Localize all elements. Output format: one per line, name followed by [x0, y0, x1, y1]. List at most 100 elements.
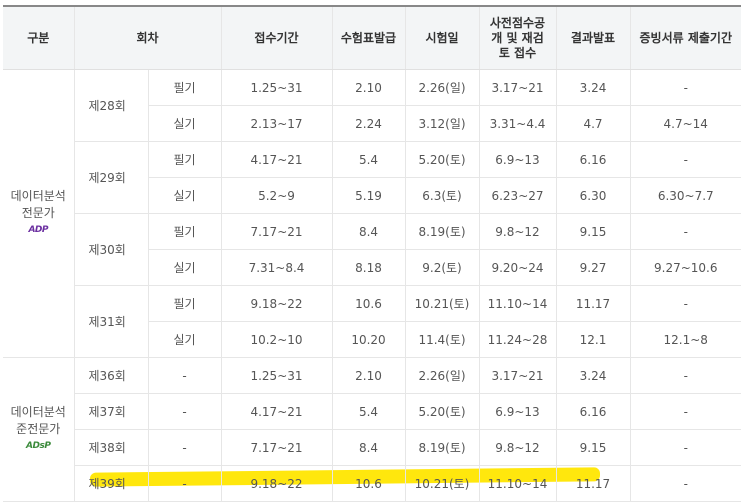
category-adsp: 데이터분석 준전문가 ADsP	[3, 357, 74, 502]
table-row: 실기 2.13~17 2.24 3.12(일) 3.31~4.4 4.7 4.7~14	[3, 105, 741, 142]
round-label: 제31회	[73, 285, 148, 358]
table-cell: 3.24	[555, 69, 630, 106]
exam-type: 실기	[147, 321, 221, 358]
table-row: 제37회 -4.17~21 5.4 5.20(토) 6.9~13 6.16-	[3, 393, 741, 430]
header-category: 구분	[3, 6, 74, 70]
table-cell: 9.18~22	[220, 285, 332, 322]
table-row: 실기 10.2~10 10.20 11.4(토) 11.24~28 12.1 12.1~8	[3, 321, 741, 358]
table-cell: 4.7	[555, 105, 630, 142]
table-cell: 1.25~31	[220, 69, 332, 106]
table-cell: 6.16	[555, 393, 630, 430]
table-cell: 6.30	[555, 177, 630, 214]
table-cell: 9.8~12	[478, 213, 556, 250]
table-row: 실기 5.2~9 5.19 6.3(토) 6.23~27 6.30 6.30~7.7	[3, 177, 741, 214]
header-round: 회차	[73, 6, 221, 70]
table-cell: 2.24	[331, 105, 405, 142]
table-cell: 9.27~10.6	[629, 249, 741, 286]
table-cell: 11.17	[555, 465, 630, 502]
exam-type: -	[147, 393, 221, 430]
table-cell: 9.2(토)	[404, 249, 479, 286]
table-cell: 11.4(토)	[404, 321, 479, 358]
table-row: 실기 7.31~8.4 8.18 9.2(토) 9.20~24 9.27 9.27~10.6	[3, 249, 741, 286]
table-cell: 6.9~13	[478, 141, 556, 178]
exam-type: 필기	[147, 285, 221, 322]
table-row: 데이터분석 준전문가 ADsP 제36회 -1.25~31 2.10 2.26(일) 3.1…	[3, 357, 741, 502]
table-cell: 9.15	[555, 213, 630, 250]
table-cell: -	[629, 69, 741, 106]
table-cell: 5.2~9	[220, 177, 332, 214]
table-cell: 6.16	[555, 141, 630, 178]
table-cell: 2.10	[331, 357, 405, 394]
exam-schedule-table: 구분 회차 접수기간 수험표발급 시험일 사전점수공개 및 재검토 접수 결과발…	[3, 5, 741, 502]
header-exam-date: 시험일	[404, 6, 479, 70]
table-cell: 5.20(토)	[404, 393, 479, 430]
exam-type: 실기	[147, 249, 221, 286]
table-cell: 6.30~7.7	[629, 177, 741, 214]
table-cell: 6.9~13	[478, 393, 556, 430]
table-cell: 10.20	[331, 321, 405, 358]
table-row: 제30회 필기 7.17~21 8.4 8.19(토) 9.8~12 9.15-	[3, 213, 741, 286]
table-cell: 9.8~12	[478, 429, 556, 466]
table-cell: 2.26(일)	[404, 69, 479, 106]
adp-logo: ADP	[28, 225, 49, 235]
table-cell: 3.17~21	[478, 357, 556, 394]
round-label: 제36회	[73, 357, 148, 394]
table-cell: 12.1	[555, 321, 630, 358]
round-label: 제38회	[73, 429, 148, 466]
table-cell: 9.20~24	[478, 249, 556, 286]
table-cell: -	[629, 141, 741, 178]
table-cell: 2.10	[331, 69, 405, 106]
table-cell: 9.18~22	[220, 465, 332, 502]
header-row: 구분 회차 접수기간 수험표발급 시험일 사전점수공개 및 재검토 접수 결과발…	[3, 6, 741, 70]
exam-type: 필기	[147, 213, 221, 250]
table-cell: 5.4	[331, 393, 405, 430]
exam-type: -	[147, 465, 221, 502]
table-cell: 8.4	[331, 429, 405, 466]
header-registration: 접수기간	[220, 6, 332, 70]
table-cell: 3.17~21	[478, 69, 556, 106]
table-cell: 12.1~8	[629, 321, 741, 358]
table-cell: 10.21(토)	[404, 285, 479, 322]
table-cell: 11.17	[555, 285, 630, 322]
round-label: 제30회	[73, 213, 148, 286]
table-row: 데이터분석 전문가 ADP 제28회 필기 1.25~31 2.10 2.26(일) 3.17…	[3, 69, 741, 358]
exam-type: 필기	[147, 141, 221, 178]
exam-type: 실기	[147, 177, 221, 214]
table-cell: 10.2~10	[220, 321, 332, 358]
table-cell: 5.19	[331, 177, 405, 214]
table-row: 제31회 필기 9.18~22 10.6 10.21(토) 11.10~14 11.17-	[3, 285, 741, 358]
table-cell: -	[629, 213, 741, 250]
header-result: 결과발표	[555, 6, 630, 70]
table-cell: 11.24~28	[478, 321, 556, 358]
header-documents: 증빙서류 제출기간	[629, 6, 741, 70]
table-cell: 10.6	[331, 465, 405, 502]
header-ticket: 수험표발급	[331, 6, 405, 70]
table-cell: 3.31~4.4	[478, 105, 556, 142]
table-cell: 4.17~21	[220, 393, 332, 430]
table-cell: 6.23~27	[478, 177, 556, 214]
table-cell: 8.18	[331, 249, 405, 286]
table-cell: 7.17~21	[220, 213, 332, 250]
table-row: 제38회 -7.17~21 8.4 8.19(토) 9.8~12 9.15-	[3, 429, 741, 466]
table-cell: 6.3(토)	[404, 177, 479, 214]
table-cell: 2.13~17	[220, 105, 332, 142]
table-row: 제29회 필기 4.17~21 5.4 5.20(토) 6.9~13 6.16-	[3, 141, 741, 214]
table-cell: 10.6	[331, 285, 405, 322]
exam-type: -	[147, 357, 221, 394]
table-cell: 4.7~14	[629, 105, 741, 142]
round-label: 제29회	[73, 141, 148, 214]
table-cell: 8.19(토)	[404, 213, 479, 250]
category-adp: 데이터분석 전문가 ADP	[3, 69, 74, 358]
table-cell: 8.4	[331, 213, 405, 250]
table-cell: 7.17~21	[220, 429, 332, 466]
table-cell: 4.17~21	[220, 141, 332, 178]
table-cell: 9.15	[555, 429, 630, 466]
table-cell: 2.26(일)	[404, 357, 479, 394]
table-cell: -	[629, 429, 741, 466]
table-cell: 5.20(토)	[404, 141, 479, 178]
table-cell: 10.21(토)	[404, 465, 479, 502]
category-name: 데이터분석 전문가	[10, 189, 66, 220]
table-cell: 1.25~31	[220, 357, 332, 394]
table-cell: 9.27	[555, 249, 630, 286]
header-preview-score: 사전점수공개 및 재검토 접수	[478, 6, 556, 70]
